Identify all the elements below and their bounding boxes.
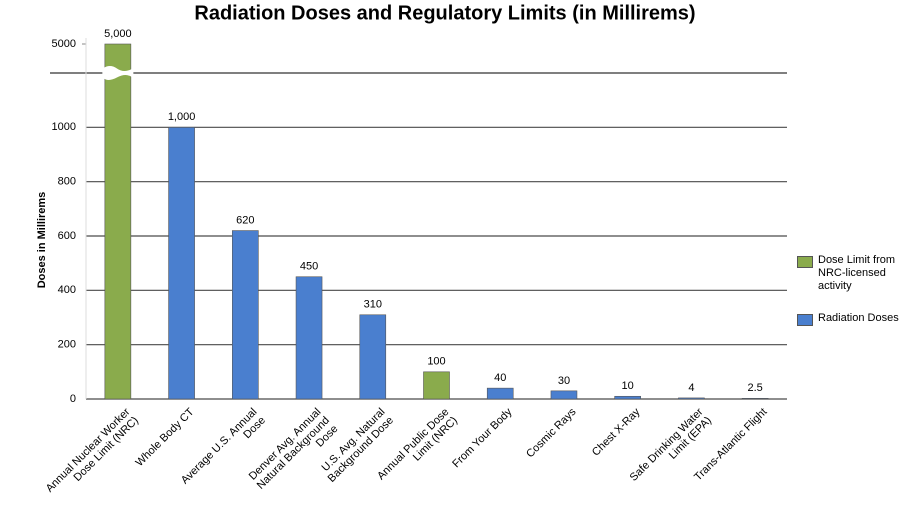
- legend-swatch: [797, 314, 813, 326]
- value-label: 2.5: [747, 382, 762, 394]
- value-label: 40: [494, 372, 506, 384]
- bar: [678, 397, 705, 400]
- bar: [741, 398, 769, 400]
- bar: [232, 230, 259, 400]
- value-label: 100: [427, 356, 445, 368]
- y-tick-label: 1000: [52, 121, 76, 133]
- bar: [423, 371, 450, 400]
- value-label: 620: [236, 214, 254, 226]
- chart-title: Radiation Doses and Regulatory Limits (i…: [194, 2, 695, 24]
- y-tick-label: 200: [58, 339, 76, 351]
- bar: [614, 395, 641, 400]
- y-tick-label: 800: [58, 176, 76, 188]
- value-label: 450: [300, 261, 318, 273]
- bar: [104, 43, 132, 400]
- legend-label: Radiation Doses: [818, 312, 899, 324]
- bar: [359, 314, 387, 400]
- value-label: 5,000: [104, 28, 132, 40]
- bar: [168, 127, 195, 400]
- value-label: 10: [622, 380, 634, 392]
- y-tick-label: 5000: [52, 38, 76, 50]
- bar: [295, 276, 323, 400]
- value-label: 310: [364, 299, 382, 311]
- y-tick-label: 400: [58, 284, 76, 296]
- bar: [486, 387, 514, 400]
- legend-label: Dose Limit from NRC-licensed activity: [818, 254, 896, 292]
- bar: [550, 390, 578, 400]
- break-symbol: [102, 66, 134, 80]
- value-label: 1,000: [168, 111, 196, 123]
- legend-swatch: [797, 256, 813, 268]
- y-tick-label: 600: [58, 230, 76, 242]
- value-label: 4: [688, 382, 694, 394]
- y-axis-label: Doses in Millirems: [36, 192, 48, 289]
- value-label: 30: [558, 375, 570, 387]
- y-tick-label: 0: [70, 393, 76, 405]
